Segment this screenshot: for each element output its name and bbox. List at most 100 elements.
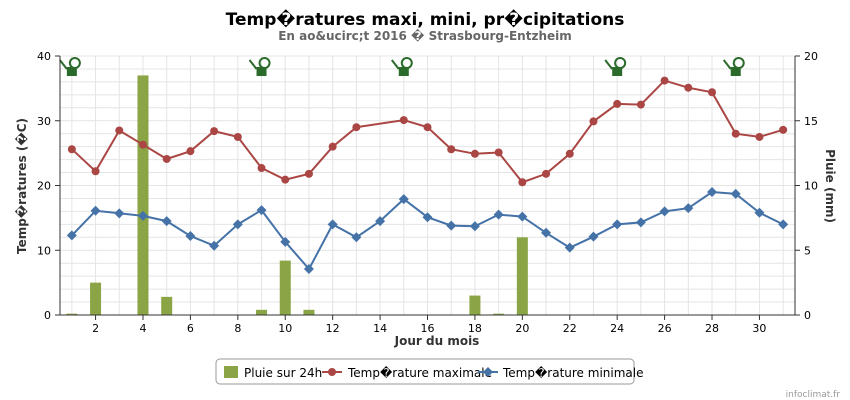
max-temp-point	[328, 142, 337, 151]
chart-title: Temp�ratures maxi, mini, pr�cipitations	[226, 9, 625, 30]
x-tick-label: 28	[705, 322, 719, 335]
max-temp-point	[162, 154, 171, 163]
can-body	[256, 67, 267, 76]
x-axis-label: Jour du mois	[394, 334, 480, 348]
credit[interactable]: infoclimat.fr	[786, 390, 841, 400]
max-temp-point	[779, 125, 788, 134]
max-temp-point	[281, 175, 290, 184]
rain-bar	[137, 75, 149, 315]
y-axis-label-left: Temp�ratures (�C)	[14, 118, 29, 254]
min-temp-point	[730, 188, 741, 199]
can-spout	[248, 59, 258, 70]
max-temp-point	[304, 169, 313, 178]
max-temp-point	[518, 178, 527, 187]
can-body	[66, 67, 77, 76]
can-handle	[400, 57, 413, 69]
y-tick-label-right: 20	[804, 50, 818, 63]
x-tick-label: 8	[234, 322, 241, 335]
max-temp-point	[684, 83, 693, 92]
watering-can-icon	[59, 57, 81, 76]
y-tick-label-left: 30	[37, 115, 51, 128]
min-temp-point	[754, 207, 765, 218]
legend: Pluie sur 24h Temp�rature maximale Temp�…	[215, 358, 643, 385]
rain-bar	[66, 313, 78, 315]
y-tick-label-right: 0	[804, 309, 811, 322]
y-tick-label-left: 0	[44, 309, 51, 322]
rain-bar	[493, 313, 505, 315]
rain-bar	[161, 296, 173, 315]
watering-icons	[59, 57, 745, 76]
min-temp-point	[659, 206, 670, 217]
min-temp-point	[469, 221, 480, 232]
min-temp-point	[683, 203, 694, 214]
rain-bars	[66, 75, 528, 315]
can-handle	[614, 57, 627, 69]
min-temp-point	[90, 205, 101, 216]
legend-label-rain[interactable]: Pluie sur 24h	[244, 366, 322, 380]
min-temp-point	[303, 264, 314, 275]
min-temp-point	[256, 205, 267, 216]
min-temp-point	[398, 194, 409, 205]
min-temp-point	[161, 216, 172, 227]
rain-bar	[279, 260, 291, 315]
x-tick-label: 16	[421, 322, 435, 335]
min-temp-point	[351, 232, 362, 243]
min-temp-point	[280, 236, 291, 247]
min-temp-point	[541, 227, 552, 238]
watering-can-icon	[722, 57, 745, 76]
max-temp-point	[731, 129, 740, 138]
min-temp-point	[446, 220, 457, 231]
y-tick-label-right: 10	[804, 180, 818, 193]
max-temp-point	[138, 140, 147, 149]
min-temp-point	[612, 219, 623, 230]
max-temp-point	[186, 147, 195, 156]
watering-can-icon	[391, 57, 413, 76]
y-tick-label-left: 20	[37, 180, 51, 193]
axes: 2 4 6 8 10 12 14 16 18 20 22 24 26 28 3001020304005101…	[37, 50, 818, 335]
y-tick-label-right: 5	[804, 244, 811, 257]
max-temp-point	[210, 127, 219, 136]
x-tick-label: 14	[373, 322, 387, 335]
legend-swatch-rain	[224, 366, 238, 378]
max-temp-point	[115, 126, 124, 135]
min-temp-point	[66, 230, 77, 241]
max-temp-point	[67, 145, 76, 154]
x-tick-label: 4	[139, 322, 146, 335]
y-tick-label-right: 15	[804, 115, 818, 128]
min-temp-point	[707, 186, 718, 197]
can-spout	[59, 59, 68, 70]
x-tick-label: 10	[278, 322, 292, 335]
legend-label-max[interactable]: Temp�rature maximale	[347, 366, 492, 380]
legend-marker-min	[483, 367, 493, 377]
x-tick-label: 20	[515, 322, 529, 335]
watering-can-icon	[604, 57, 627, 76]
max-temp-point	[91, 167, 100, 176]
max-temp-point	[352, 123, 361, 132]
min-temp-point	[493, 209, 504, 220]
can-handle	[732, 57, 745, 69]
legend-box	[215, 358, 635, 385]
max-temp-point	[423, 123, 432, 132]
min-temp-point	[137, 210, 148, 221]
max-temp-point	[708, 88, 717, 97]
max-temp-line	[71, 79, 784, 184]
min-temp-point	[517, 211, 528, 222]
can-spout	[722, 59, 732, 70]
max-temp-point	[565, 149, 574, 158]
legend-label-min[interactable]: Temp�rature minimale	[502, 366, 643, 380]
min-temp-point	[588, 231, 599, 242]
max-temp-point	[660, 76, 669, 85]
min-temp-point	[635, 217, 646, 228]
x-tick-label: 18	[468, 322, 482, 335]
rain-bar	[516, 237, 528, 315]
can-body	[398, 67, 409, 76]
max-temp-point	[636, 100, 645, 109]
rain-bar	[469, 295, 481, 315]
rain-bar	[256, 309, 268, 315]
x-tick-label: 12	[326, 322, 340, 335]
min-temp-point	[564, 242, 575, 253]
max-temp-point	[233, 132, 242, 141]
rain-bar	[90, 282, 102, 315]
can-handle	[68, 57, 81, 69]
